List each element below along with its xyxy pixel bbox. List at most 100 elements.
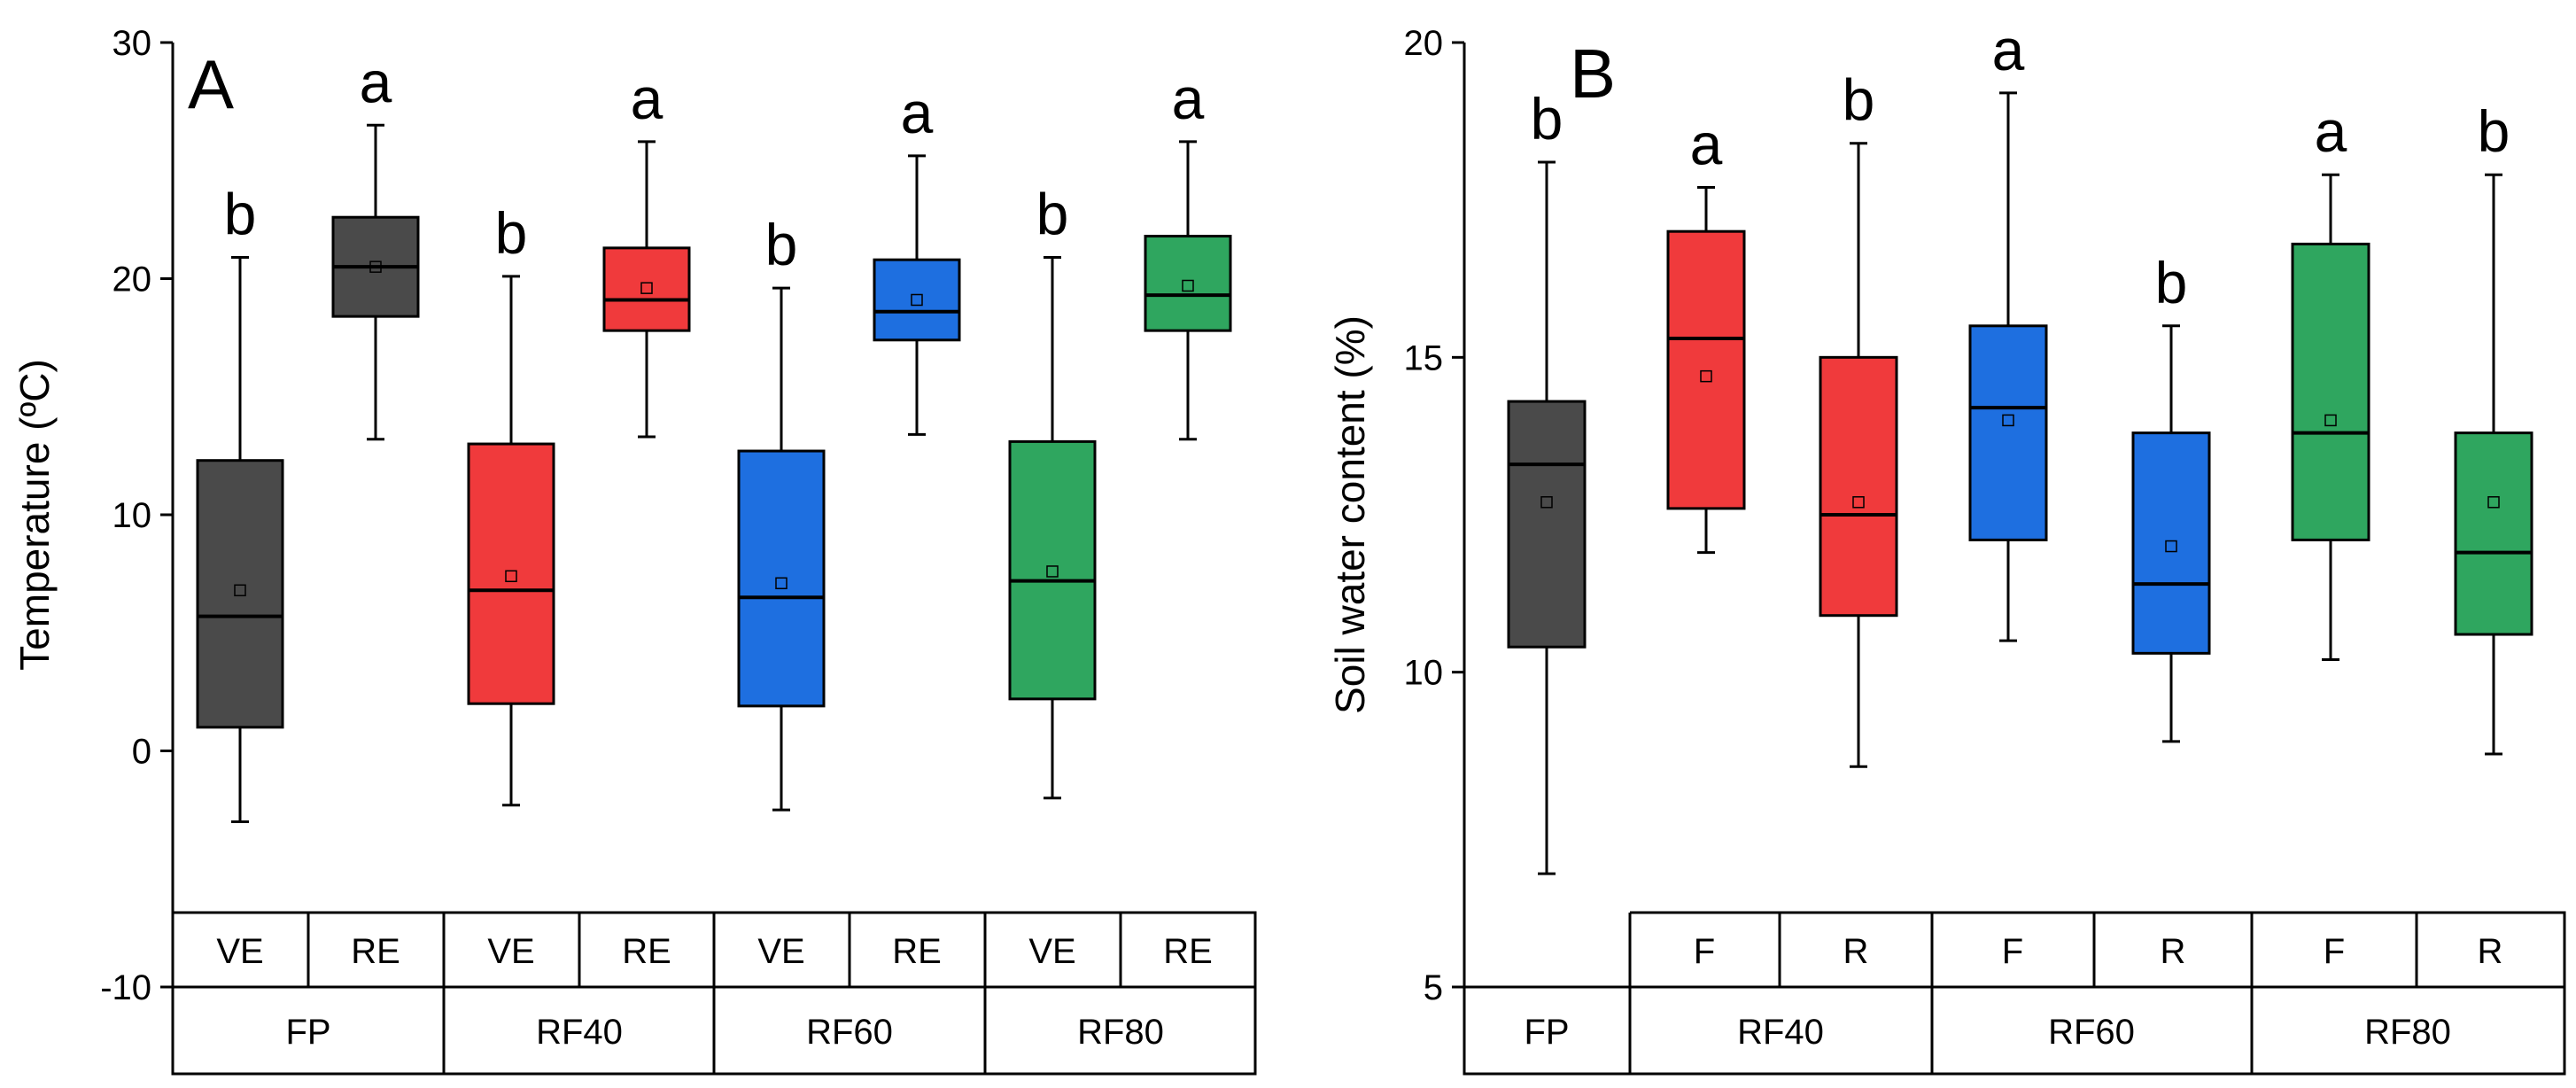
mean-marker <box>1852 496 1865 509</box>
y-tick-label: 10 <box>113 496 152 535</box>
mean-marker <box>1046 565 1059 578</box>
panel-b-sub-label: R <box>2478 932 2503 971</box>
box-rf60-ve: b <box>737 212 826 812</box>
mean-marker <box>369 260 382 273</box>
box-rf80-re: a <box>1144 66 1232 441</box>
significance-letter: b <box>2478 98 2510 164</box>
panel-b-group-label: FP <box>1524 1013 1569 1052</box>
mean-marker <box>2324 414 2337 427</box>
box-rf60-re: a <box>873 80 961 436</box>
panel-a-sub-label: VE <box>487 932 534 971</box>
box-iqr <box>1819 355 1898 618</box>
panel-a-label: A <box>188 45 234 123</box>
y-tick-label: 20 <box>113 260 152 299</box>
panel-a-y-axis-label: Temperature (ºC) <box>12 359 58 671</box>
box-iqr <box>2291 242 2370 541</box>
y-tick-label: -10 <box>100 968 151 1007</box>
panel-b-ticks: 20 15 10 5 <box>1404 24 1464 1007</box>
box-iqr <box>2131 431 2211 655</box>
panel-a-sub-label: RE <box>1163 932 1213 971</box>
significance-letter: b <box>765 212 798 277</box>
box-iqr <box>602 246 691 332</box>
panel-b-category-table: F R F R F R FP RF40 RF60 RF80 <box>1463 911 2566 1076</box>
box-fp: b <box>1507 86 1587 875</box>
panel-a-category-table: VE RE VE RE VE RE VE RE FP RF40 RF60 RF8… <box>171 911 1257 1076</box>
panel-a-group-label: RF60 <box>806 1013 893 1052</box>
panel-b-sub-label: F <box>2324 932 2345 971</box>
panel-b-boxes: b a b a b a b <box>1507 17 2533 875</box>
significance-letter: a <box>901 80 934 145</box>
mean-marker <box>234 584 246 597</box>
panel-a-sub-label: VE <box>216 932 263 971</box>
box-fp-ve: b <box>196 182 284 823</box>
box-rf40-re: a <box>602 66 691 439</box>
box-fp-re: a <box>331 49 420 441</box>
y-tick-label: 15 <box>1404 338 1444 377</box>
panel-a-group-label: FP <box>285 1013 330 1052</box>
mean-marker <box>1700 369 1712 383</box>
box-iqr <box>1008 439 1097 701</box>
panel-b-group-label: RF80 <box>2364 1013 2451 1052</box>
panel-a: Temperature (ºC) A 30 20 10 0 -10 b a b a b a b a V… <box>12 24 1257 1076</box>
panel-a-group-label: RF80 <box>1077 1013 1164 1052</box>
mean-marker <box>1540 496 1553 509</box>
mean-marker <box>1182 279 1194 292</box>
mean-marker <box>2002 414 2014 427</box>
panel-a-sub-label: RE <box>622 932 671 971</box>
mean-marker <box>775 577 788 590</box>
mean-marker <box>640 282 653 294</box>
y-tick-label: 20 <box>1404 24 1444 63</box>
box-rf80-r: b <box>2454 98 2533 756</box>
box-rf80-ve: b <box>1008 182 1097 800</box>
box-rf80-f: a <box>2291 98 2370 661</box>
significance-letter: b <box>2155 250 2188 315</box>
panel-a-ticks: 30 20 10 0 -10 <box>100 24 173 1007</box>
panel-a-sub-label: VE <box>1028 932 1075 971</box>
y-tick-label: 0 <box>132 733 151 772</box>
significance-letter: a <box>2315 98 2347 164</box>
significance-letter: b <box>224 182 257 247</box>
panel-a-boxes: b a b a b a b a <box>196 49 1232 823</box>
significance-letter: a <box>1992 17 2025 82</box>
y-tick-label: 5 <box>1424 968 1443 1007</box>
box-iqr <box>1144 235 1232 332</box>
panel-b-group-label: RF60 <box>2048 1013 2135 1052</box>
box-iqr <box>1968 324 2048 541</box>
box-iqr <box>1507 400 1587 649</box>
y-tick-label: 30 <box>113 24 152 63</box>
panel-b-y-axis-label: Soil water content (%) <box>1327 315 1373 714</box>
significance-letter: a <box>1172 66 1205 131</box>
mean-marker <box>2165 540 2177 553</box>
box-iqr <box>1666 229 1746 510</box>
significance-letter: a <box>631 66 663 131</box>
box-rf60-f: a <box>1968 17 2048 642</box>
significance-letter: b <box>1036 182 1069 247</box>
mean-marker <box>911 293 923 307</box>
mean-marker <box>505 570 517 583</box>
panel-a-sub-label: RE <box>892 932 942 971</box>
mean-marker <box>2487 496 2500 509</box>
significance-letter: a <box>1690 111 1723 176</box>
panel-b-sub-label: F <box>1694 932 1715 971</box>
significance-letter: b <box>1843 67 1875 133</box>
box-iqr <box>873 258 961 342</box>
panel-b-group-label: RF40 <box>1737 1013 1824 1052</box>
box-rf40-ve: b <box>467 200 555 807</box>
y-tick-label: 10 <box>1404 654 1444 693</box>
panel-b-sub-label: F <box>2002 932 2023 971</box>
panel-a-sub-label: VE <box>757 932 804 971</box>
significance-letter: a <box>360 49 392 114</box>
panel-b-sub-label: R <box>2161 932 2186 971</box>
significance-letter: b <box>1531 86 1563 152</box>
box-iqr <box>2454 431 2533 636</box>
panel-a-sub-label: RE <box>351 932 400 971</box>
box-rf60-r: b <box>2131 250 2211 743</box>
box-iqr <box>467 442 555 705</box>
box-iqr <box>196 459 284 729</box>
significance-letter: b <box>495 200 528 266</box>
panel-b-sub-label: R <box>1843 932 1869 971</box>
panel-b-label: B <box>1570 35 1616 113</box>
box-rf40-f: a <box>1666 111 1746 555</box>
